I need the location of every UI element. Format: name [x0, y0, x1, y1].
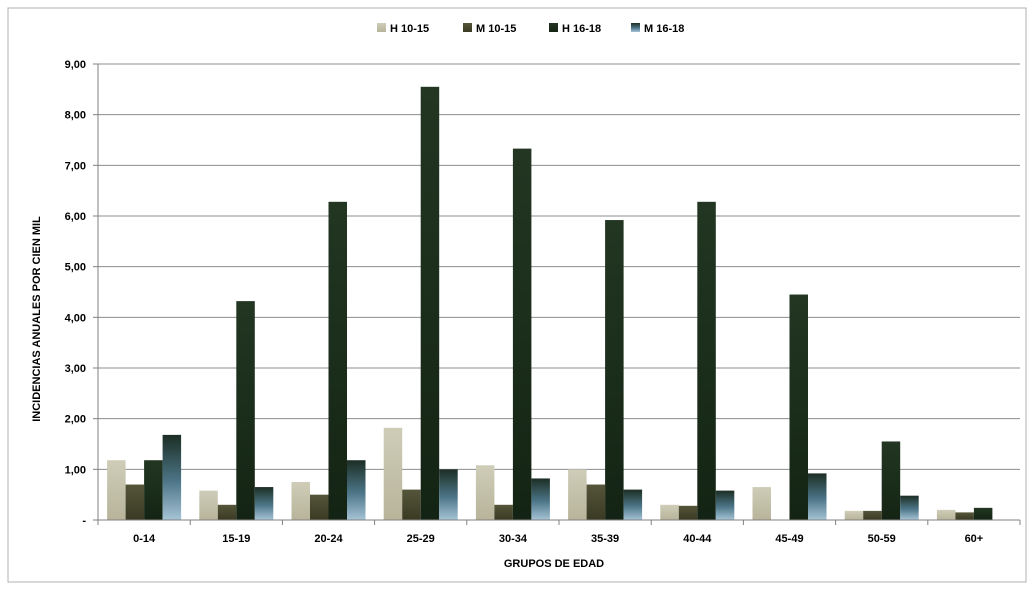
y-tick-label: 3,00: [65, 363, 86, 375]
bar-m-16-18-50-59: [900, 495, 919, 520]
bar-h-10-15-15-19: [199, 490, 218, 520]
bar-m-10-15-40-44: [678, 505, 698, 520]
x-tick-label: 30-34: [499, 533, 528, 545]
legend-label: M 16-18: [644, 23, 684, 35]
x-tick-label: 50-59: [868, 533, 896, 545]
y-tick-label: -: [82, 515, 86, 527]
bar-m-10-15-50-59: [863, 510, 882, 520]
bar-h-16-18-20-24: [328, 201, 347, 520]
bar-h-16-18-50-59: [881, 441, 901, 520]
bar-m-16-18-40-44: [715, 490, 735, 520]
x-tick-label: 40-44: [683, 533, 712, 545]
y-tick-label: 4,00: [65, 312, 86, 324]
bar-m-16-18-35-39: [623, 489, 643, 520]
legend-swatch: [549, 23, 558, 32]
x-tick-label: 45-49: [775, 533, 803, 545]
bar-h-16-18-40-44: [697, 201, 716, 520]
y-tick-label: 1,00: [65, 464, 86, 476]
y-tick-label: 8,00: [65, 110, 86, 122]
legend-label: H 10-15: [390, 23, 429, 35]
bar-m-10-15-0-14: [125, 484, 145, 520]
x-axis-title: GRUPOS DE EDAD: [504, 558, 604, 570]
bar-m-10-15-20-24: [310, 494, 329, 520]
legend-label: M 10-15: [476, 23, 516, 35]
bar-m-16-18-0-14: [162, 434, 182, 520]
bar-h-16-18-45-49: [789, 294, 808, 520]
legend-label: H 16-18: [562, 23, 601, 35]
bar-h-10-15-30-34: [475, 465, 495, 520]
bar-h-10-15-25-29: [383, 427, 403, 520]
bar-h-10-15-50-59: [844, 510, 864, 520]
bar-h-10-15-40-44: [660, 504, 679, 520]
bar-h-16-18-35-39: [605, 220, 624, 520]
bar-h-16-18-30-34: [512, 148, 532, 520]
bar-h-10-15-35-39: [568, 469, 587, 520]
bar-m-16-18-20-24: [347, 460, 366, 520]
bars: [107, 86, 993, 521]
x-tick-label: 0-14: [133, 533, 156, 545]
x-tick-label: 60+: [965, 533, 984, 545]
bar-m-10-15-60+: [955, 512, 974, 520]
bar-m-16-18-30-34: [531, 478, 550, 520]
bar-h-10-15-45-49: [752, 487, 771, 520]
y-tick-label: 9,00: [65, 59, 86, 71]
x-tick-label: 25-29: [407, 533, 435, 545]
axes: - 1,00 2,00 3,00 4,00 5,00 6,00 7,00 8,00 9,00 0-1…: [65, 59, 1021, 545]
bar-m-10-15-15-19: [217, 504, 237, 520]
y-tick-label: 5,00: [65, 262, 86, 274]
x-tick-label: 15-19: [222, 533, 250, 545]
bar-m-10-15-30-34: [494, 504, 513, 520]
bar-h-16-18-25-29: [420, 86, 440, 521]
bar-h-10-15-0-14: [107, 460, 126, 520]
y-tick-label: 7,00: [65, 160, 86, 172]
x-tick-label: 20-24: [314, 533, 343, 545]
y-tick-label: 6,00: [65, 211, 86, 223]
bar-h-10-15-60+: [936, 509, 956, 520]
y-tick-label: 2,00: [65, 414, 86, 426]
bar-m-16-18-45-49: [808, 473, 827, 520]
legend-swatch: [377, 23, 386, 32]
bar-h-16-18-15-19: [236, 301, 255, 520]
bar-m-16-18-25-29: [439, 469, 458, 520]
legend-swatch: [631, 23, 640, 32]
y-axis-title: INCIDENCIAS ANUALES POR CIEN MIL: [31, 216, 43, 422]
bar-m-16-18-15-19: [254, 487, 274, 520]
bar-m-10-15-25-29: [402, 489, 421, 520]
legend-swatch: [463, 23, 472, 32]
bar-h-10-15-20-24: [291, 482, 310, 520]
bar-h-16-18-0-14: [144, 460, 163, 520]
bar-h-16-18-60+: [973, 507, 993, 520]
legend: H 10-15 M 10-15 H 16-18 M 16-18: [377, 23, 684, 35]
x-tick-label: 35-39: [591, 533, 619, 545]
bar-m-10-15-35-39: [586, 484, 606, 520]
